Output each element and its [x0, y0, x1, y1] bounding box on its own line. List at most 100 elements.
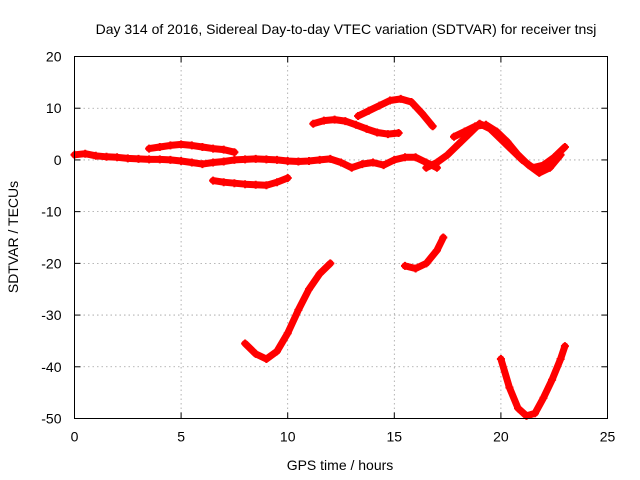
data-point — [315, 155, 324, 164]
data-point — [145, 155, 154, 164]
data-point — [496, 355, 505, 363]
data-point — [443, 150, 452, 159]
data-point — [241, 180, 250, 189]
data-point — [91, 151, 100, 160]
data-point — [315, 269, 324, 278]
data-point — [503, 137, 512, 146]
data-point — [505, 383, 514, 392]
data-point — [241, 155, 250, 164]
y-tick-label: -50 — [41, 411, 61, 427]
data-point — [219, 178, 228, 187]
data-point — [375, 101, 384, 110]
data-point — [209, 176, 218, 185]
data-point — [102, 152, 111, 161]
y-tick-label: 20 — [46, 49, 62, 65]
data-point — [198, 160, 207, 169]
data-point — [219, 157, 228, 166]
data-point — [219, 145, 228, 154]
data-point — [531, 409, 539, 418]
data-point — [396, 94, 405, 103]
data-point — [230, 155, 239, 164]
data-series — [209, 174, 292, 190]
data-point — [145, 144, 154, 153]
x-tick-label: 25 — [600, 429, 616, 445]
y-tick-label: -10 — [41, 204, 61, 220]
x-tick-label: 5 — [177, 429, 185, 445]
data-point — [326, 259, 335, 268]
chart-title: Day 314 of 2016, Sidereal Day-to-day VTE… — [96, 21, 597, 37]
data-point — [401, 261, 409, 270]
y-axis-label: SDTVAR / TECUs — [5, 181, 21, 293]
data-point — [422, 163, 431, 172]
data-point — [369, 158, 377, 167]
data-point — [418, 109, 426, 118]
y-tick-label: 0 — [54, 152, 62, 168]
data-point — [401, 153, 409, 162]
data-point — [390, 155, 399, 164]
data-point — [373, 128, 382, 137]
data-point — [428, 122, 437, 131]
x-tick-label: 15 — [387, 429, 403, 445]
data-point — [560, 342, 569, 351]
data-point — [492, 127, 501, 136]
data-point — [535, 168, 544, 177]
data-point — [209, 144, 218, 153]
data-point — [273, 347, 281, 356]
data-point — [560, 143, 569, 151]
data-point — [439, 233, 448, 242]
data-point — [273, 178, 281, 187]
x-tick-label: 0 — [71, 429, 79, 445]
data-point — [273, 155, 281, 164]
data-point — [524, 161, 533, 170]
data-point — [294, 305, 303, 314]
data-point — [411, 153, 420, 162]
data-point — [337, 158, 345, 167]
x-tick-label: 10 — [280, 429, 296, 445]
data-point — [177, 140, 186, 149]
y-tick-label: -20 — [41, 255, 61, 271]
data-point — [319, 116, 328, 125]
data-point — [283, 174, 292, 182]
series-trace — [497, 342, 569, 420]
data-point — [230, 179, 239, 188]
data-point — [155, 155, 164, 164]
data-point — [251, 154, 260, 163]
data-point — [379, 161, 388, 170]
data-point — [422, 259, 431, 268]
data-point — [113, 153, 122, 162]
data-point — [514, 150, 522, 159]
data-point — [305, 157, 313, 165]
data-point — [460, 127, 469, 136]
data-point — [386, 96, 394, 105]
data-point — [411, 264, 420, 273]
data-point — [251, 180, 260, 189]
data-series — [309, 115, 403, 139]
data-point — [309, 119, 318, 128]
data-point — [362, 124, 371, 133]
data-point — [123, 154, 132, 163]
data-point — [450, 132, 458, 141]
data-point — [294, 157, 303, 166]
data-point — [262, 355, 271, 363]
data-point — [155, 143, 164, 151]
data-point — [241, 339, 250, 348]
y-tick-label: -30 — [41, 307, 61, 323]
data-series — [241, 259, 335, 363]
data-series — [145, 140, 239, 157]
data-point — [283, 157, 292, 165]
ticks: 0 5 10 15 20 25 -50 -40 -30 -20 -10 0 10 20 — [41, 49, 615, 445]
data-point — [482, 120, 490, 129]
data-point — [394, 129, 403, 137]
data-point — [262, 155, 271, 164]
data-point — [230, 148, 239, 157]
data-point — [383, 130, 392, 139]
data-point — [454, 140, 463, 149]
data-point — [354, 112, 363, 120]
data-point — [209, 158, 218, 167]
data-point — [545, 163, 554, 172]
data-point — [432, 158, 441, 167]
data-point — [407, 98, 416, 106]
data-point — [347, 163, 356, 172]
